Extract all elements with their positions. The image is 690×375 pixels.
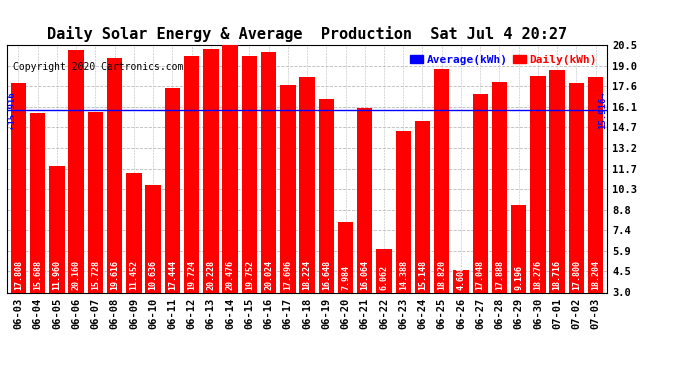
Text: ←15.916: ←15.916 xyxy=(8,91,17,129)
Bar xyxy=(165,88,180,292)
Text: 18.224: 18.224 xyxy=(302,260,312,290)
Text: 20.160: 20.160 xyxy=(72,260,81,290)
Bar xyxy=(280,85,295,292)
Text: 17.444: 17.444 xyxy=(168,260,177,290)
Text: 19.616: 19.616 xyxy=(110,260,119,290)
Text: 17.888: 17.888 xyxy=(495,260,504,290)
Text: 17.800: 17.800 xyxy=(572,260,581,290)
Text: 17.696: 17.696 xyxy=(284,260,293,290)
Bar xyxy=(107,57,122,292)
Bar xyxy=(222,45,238,292)
Title: Daily Solar Energy & Average  Production  Sat Jul 4 20:27: Daily Solar Energy & Average Production … xyxy=(47,27,567,42)
Legend: Average(kWh), Daily(kWh): Average(kWh), Daily(kWh) xyxy=(405,51,602,69)
Text: 15.148: 15.148 xyxy=(418,260,427,290)
Text: 20.476: 20.476 xyxy=(226,260,235,290)
Text: 9.196: 9.196 xyxy=(514,266,523,290)
Bar xyxy=(434,69,449,292)
Bar xyxy=(395,132,411,292)
Bar xyxy=(473,94,488,292)
Text: Copyright 2020 Cartronics.com: Copyright 2020 Cartronics.com xyxy=(13,62,184,72)
Text: 18.204: 18.204 xyxy=(591,260,600,290)
Text: 10.636: 10.636 xyxy=(148,260,157,290)
Bar xyxy=(338,222,353,292)
Text: 16.064: 16.064 xyxy=(360,260,369,290)
Text: 6.062: 6.062 xyxy=(380,266,388,290)
Bar xyxy=(549,70,565,292)
Text: 7.984: 7.984 xyxy=(341,266,350,290)
Bar xyxy=(357,108,373,292)
Text: 19.724: 19.724 xyxy=(187,260,196,290)
Bar xyxy=(376,249,392,292)
Bar xyxy=(319,99,334,292)
Text: 11.960: 11.960 xyxy=(52,260,61,290)
Text: 17.808: 17.808 xyxy=(14,260,23,290)
Bar xyxy=(415,121,430,292)
Bar xyxy=(68,50,84,292)
Text: 18.820: 18.820 xyxy=(437,260,446,290)
Bar xyxy=(569,83,584,292)
Bar xyxy=(299,77,315,292)
Bar xyxy=(146,184,161,292)
Text: 18.716: 18.716 xyxy=(553,260,562,290)
Bar xyxy=(88,112,103,292)
Bar xyxy=(588,78,603,292)
Text: 18.276: 18.276 xyxy=(533,260,542,290)
Text: 15.728: 15.728 xyxy=(91,260,100,290)
Text: 11.452: 11.452 xyxy=(130,260,139,290)
Bar xyxy=(126,173,141,292)
Text: 14.388: 14.388 xyxy=(399,260,408,290)
Text: 4.608: 4.608 xyxy=(457,266,466,290)
Text: 19.752: 19.752 xyxy=(245,260,254,290)
Text: 20.228: 20.228 xyxy=(206,260,215,290)
Bar xyxy=(184,56,199,292)
Bar xyxy=(11,83,26,292)
Text: 17.048: 17.048 xyxy=(475,260,484,290)
Text: 15.916→: 15.916→ xyxy=(598,91,607,129)
Bar xyxy=(49,166,65,292)
Text: 16.648: 16.648 xyxy=(322,260,331,290)
Bar xyxy=(453,270,469,292)
Bar xyxy=(241,56,257,292)
Bar xyxy=(261,52,276,292)
Bar xyxy=(530,76,546,292)
Text: 20.024: 20.024 xyxy=(264,260,273,290)
Bar xyxy=(30,113,46,292)
Bar xyxy=(492,82,507,292)
Bar xyxy=(511,205,526,292)
Bar xyxy=(203,49,219,292)
Text: 15.688: 15.688 xyxy=(33,260,42,290)
